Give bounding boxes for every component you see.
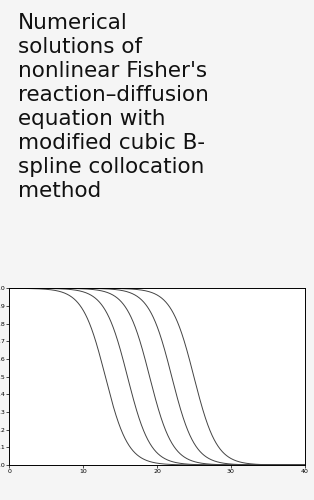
Text: Numerical
solutions of
nonlinear Fisher's
reaction–diffusion
equation with
modif: Numerical solutions of nonlinear Fisher'… xyxy=(18,12,209,200)
